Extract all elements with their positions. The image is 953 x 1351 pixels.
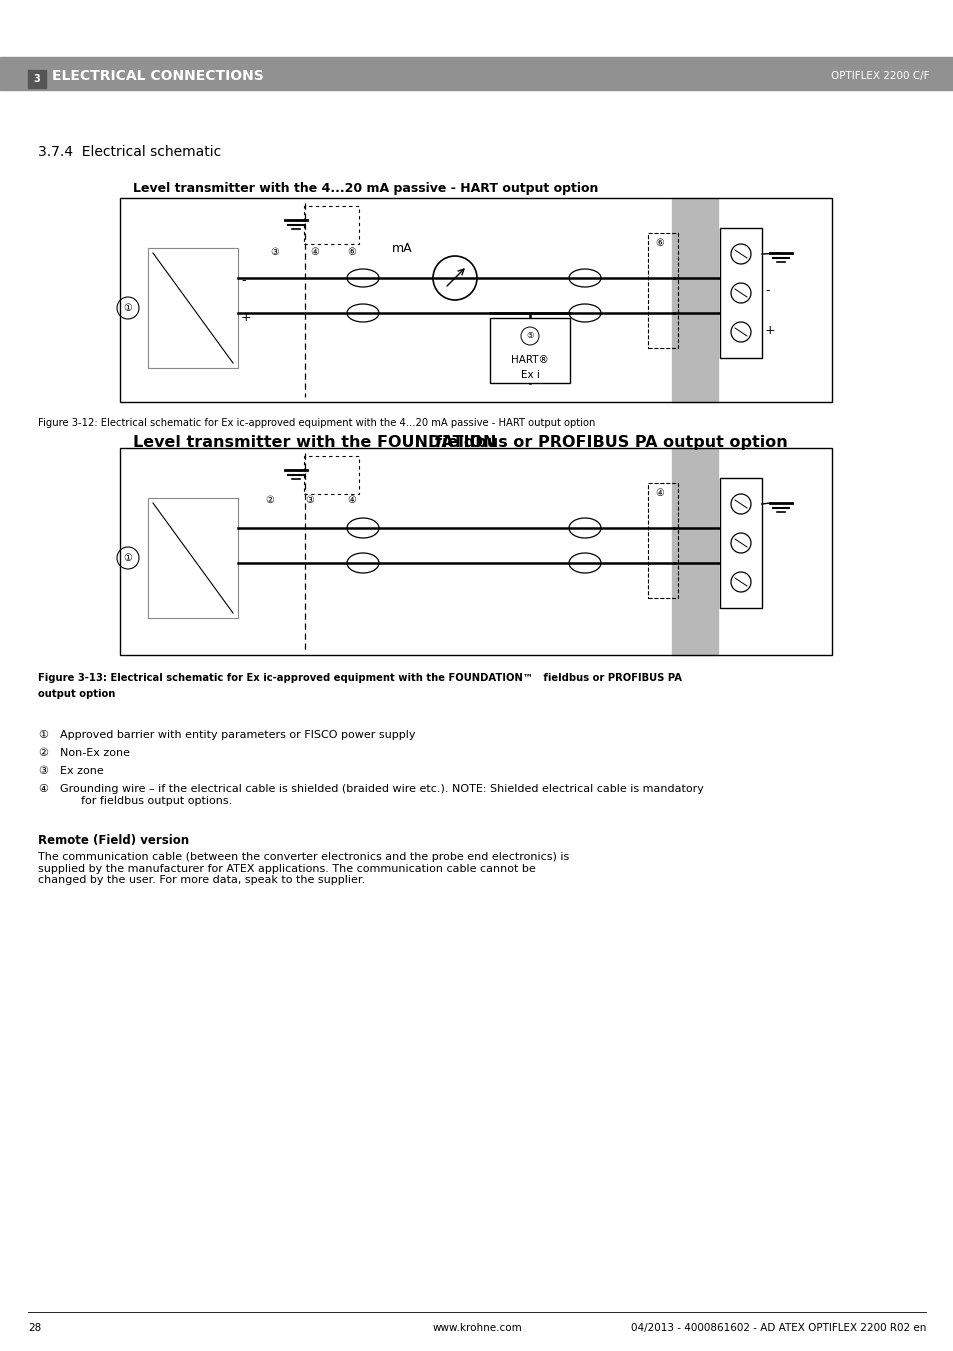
Text: Ex i: Ex i <box>520 370 538 380</box>
Text: ⑥: ⑥ <box>347 247 356 257</box>
Text: mA: mA <box>392 242 413 254</box>
Text: ③: ③ <box>305 494 314 505</box>
Text: Figure 3-13: Electrical schematic for Ex ic-approved equipment with the FOUNDATI: Figure 3-13: Electrical schematic for Ex… <box>38 673 681 684</box>
Bar <box>647 232 678 349</box>
Bar <box>490 317 569 382</box>
Text: ③: ③ <box>271 247 279 257</box>
Text: 3: 3 <box>33 74 40 84</box>
Text: ④: ④ <box>347 494 356 505</box>
Text: ELECTRICAL CONNECTIONS: ELECTRICAL CONNECTIONS <box>52 69 263 82</box>
Text: Level transmitter with the FOUNDATION: Level transmitter with the FOUNDATION <box>132 435 496 450</box>
Circle shape <box>730 571 750 592</box>
Circle shape <box>730 245 750 263</box>
Text: Figure 3-12: Electrical schematic for Ex ic-approved equipment with the 4...20 m: Figure 3-12: Electrical schematic for Ex… <box>38 417 595 428</box>
Text: HART®: HART® <box>511 355 548 365</box>
Text: OPTIFLEX 2200 C/F: OPTIFLEX 2200 C/F <box>831 72 929 81</box>
Text: ①: ① <box>124 553 132 563</box>
Text: ④: ④ <box>655 488 663 499</box>
Text: www.krohne.com: www.krohne.com <box>432 1323 521 1333</box>
Text: +: + <box>241 311 252 324</box>
Bar <box>120 449 831 655</box>
Text: +: + <box>764 323 775 336</box>
Text: The communication cable (between the converter electronics and the probe end ele: The communication cable (between the con… <box>38 852 569 885</box>
Bar <box>647 484 678 598</box>
Text: output option: output option <box>38 689 115 698</box>
Text: ④: ④ <box>311 247 319 257</box>
Bar <box>0 57 953 91</box>
Circle shape <box>730 494 750 513</box>
Text: -: - <box>764 285 769 297</box>
Text: ⑥: ⑥ <box>655 238 663 249</box>
Bar <box>304 457 358 494</box>
Text: fieldbus or PROFIBUS PA output option: fieldbus or PROFIBUS PA output option <box>435 435 787 450</box>
Bar <box>720 228 761 358</box>
Text: ⑤: ⑤ <box>526 331 533 340</box>
Bar <box>720 478 761 608</box>
Text: Non-Ex zone: Non-Ex zone <box>60 748 130 758</box>
Bar <box>28 70 46 88</box>
Text: ①: ① <box>38 730 48 740</box>
Bar <box>148 249 237 367</box>
Text: 3.7.4  Electrical schematic: 3.7.4 Electrical schematic <box>38 145 221 159</box>
Text: ④: ④ <box>38 784 48 794</box>
Bar <box>120 199 831 403</box>
Text: ②: ② <box>38 748 48 758</box>
Circle shape <box>730 282 750 303</box>
Text: ③: ③ <box>38 766 48 775</box>
Circle shape <box>730 322 750 342</box>
Bar <box>304 205 358 245</box>
Text: Grounding wire – if the electrical cable is shielded (braided wire etc.). NOTE: : Grounding wire – if the electrical cable… <box>60 784 703 805</box>
Text: 04/2013 - 4000861602 - AD ATEX OPTIFLEX 2200 R02 en: 04/2013 - 4000861602 - AD ATEX OPTIFLEX … <box>630 1323 925 1333</box>
Text: ②: ② <box>265 494 274 505</box>
Text: Approved barrier with entity parameters or FISCO power supply: Approved barrier with entity parameters … <box>60 730 416 740</box>
Text: Remote (Field) version: Remote (Field) version <box>38 834 189 847</box>
Circle shape <box>730 534 750 553</box>
Text: -: - <box>241 274 245 286</box>
Text: Level transmitter with the 4...20 mA passive - HART output option: Level transmitter with the 4...20 mA pas… <box>132 182 598 195</box>
Text: Ex zone: Ex zone <box>60 766 104 775</box>
Text: 28: 28 <box>28 1323 41 1333</box>
Text: ①: ① <box>124 303 132 313</box>
Bar <box>148 499 237 617</box>
Bar <box>671 449 718 655</box>
Bar <box>671 199 718 403</box>
